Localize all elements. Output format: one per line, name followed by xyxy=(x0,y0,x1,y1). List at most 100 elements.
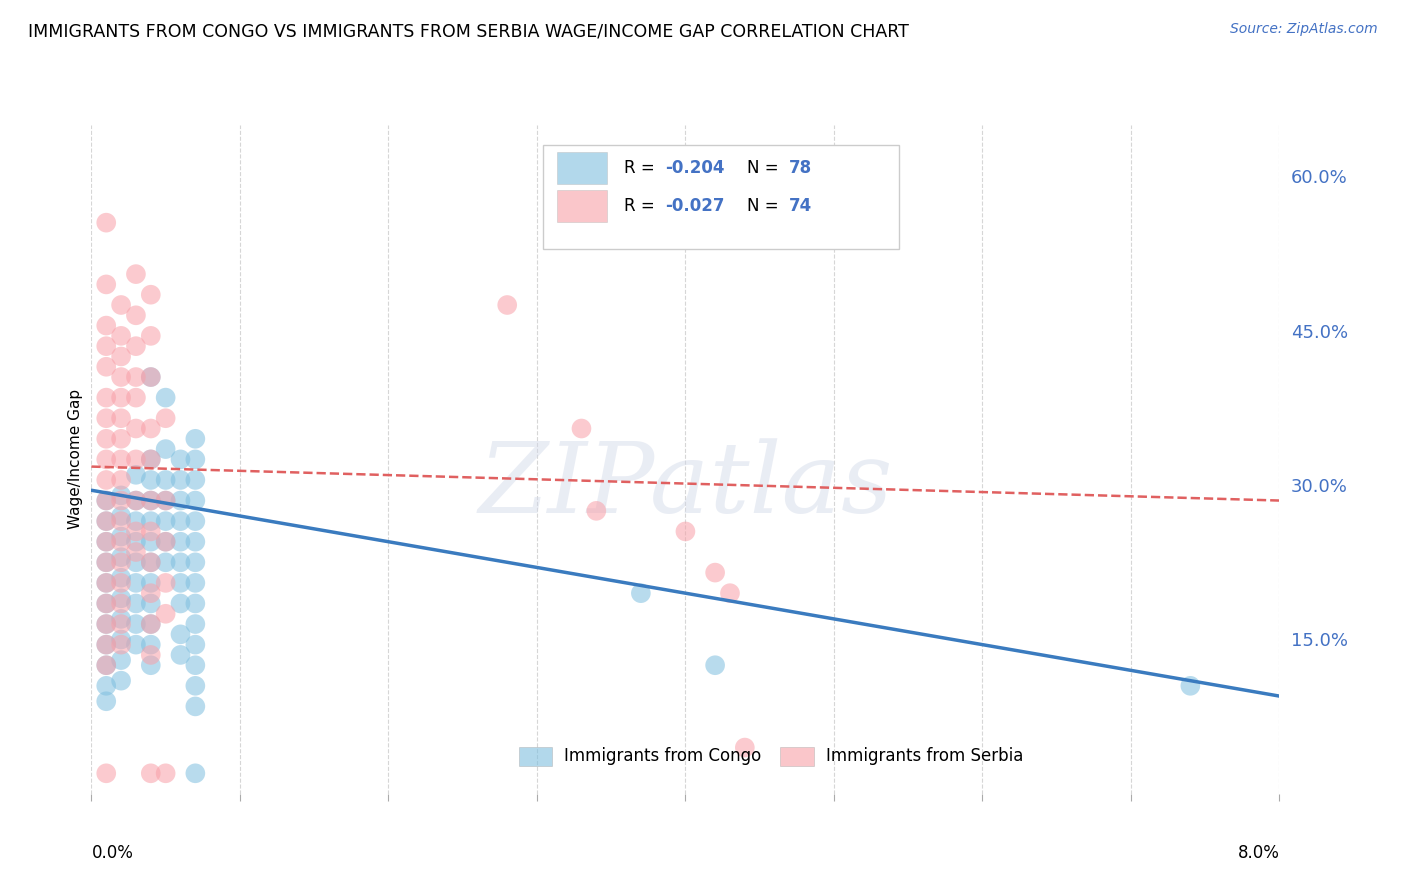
Point xyxy=(169,473,191,487)
Point xyxy=(139,493,162,508)
Point xyxy=(155,607,177,621)
Point xyxy=(630,586,652,600)
Point xyxy=(169,575,191,590)
Point xyxy=(110,555,132,569)
Point xyxy=(96,658,118,673)
Point xyxy=(139,648,162,662)
Point xyxy=(96,339,118,353)
Point xyxy=(125,575,148,590)
Point xyxy=(96,432,118,446)
Point xyxy=(96,493,118,508)
FancyBboxPatch shape xyxy=(780,747,814,765)
Point xyxy=(125,493,148,508)
Point xyxy=(184,452,207,467)
Point xyxy=(110,391,132,405)
Point xyxy=(125,534,148,549)
Point xyxy=(110,508,132,523)
Point xyxy=(139,329,162,343)
Point xyxy=(734,740,756,755)
Point xyxy=(155,534,177,549)
Point xyxy=(110,617,132,632)
Point xyxy=(110,534,132,549)
Point xyxy=(169,597,191,611)
Point xyxy=(110,571,132,585)
Point xyxy=(110,597,132,611)
Point xyxy=(125,638,148,652)
FancyBboxPatch shape xyxy=(519,747,553,765)
Point xyxy=(169,514,191,528)
FancyBboxPatch shape xyxy=(557,152,607,184)
Point xyxy=(125,452,148,467)
Point xyxy=(155,534,177,549)
Point xyxy=(155,766,177,780)
Point xyxy=(585,504,607,518)
Point xyxy=(110,632,132,647)
Text: N =: N = xyxy=(747,197,785,216)
Point xyxy=(96,766,118,780)
Point xyxy=(96,679,118,693)
Point xyxy=(155,391,177,405)
Point xyxy=(110,612,132,626)
Point xyxy=(169,534,191,549)
Point xyxy=(110,653,132,667)
Point xyxy=(110,370,132,384)
Point xyxy=(155,473,177,487)
Point xyxy=(110,591,132,606)
Point xyxy=(155,555,177,569)
Point xyxy=(184,555,207,569)
Point xyxy=(139,597,162,611)
Point xyxy=(184,493,207,508)
Point xyxy=(139,617,162,632)
Point xyxy=(704,658,727,673)
Point xyxy=(125,514,148,528)
Point xyxy=(184,699,207,714)
Point xyxy=(155,493,177,508)
Point xyxy=(169,555,191,569)
Point xyxy=(110,298,132,312)
Point xyxy=(139,493,162,508)
Point xyxy=(125,493,148,508)
Point xyxy=(96,597,118,611)
Y-axis label: Wage/Income Gap: Wage/Income Gap xyxy=(67,389,83,530)
Point xyxy=(184,638,207,652)
Point xyxy=(110,550,132,565)
Point xyxy=(139,421,162,435)
Point xyxy=(155,411,177,425)
Text: R =: R = xyxy=(624,159,659,177)
Point xyxy=(96,216,118,230)
Point xyxy=(139,555,162,569)
Point xyxy=(96,617,118,632)
Point xyxy=(139,370,162,384)
Point xyxy=(96,318,118,333)
Point xyxy=(184,575,207,590)
Point xyxy=(139,555,162,569)
Point xyxy=(125,555,148,569)
Point xyxy=(169,627,191,641)
Point xyxy=(169,452,191,467)
Point xyxy=(139,287,162,301)
Point xyxy=(184,679,207,693)
Point xyxy=(139,534,162,549)
Point xyxy=(718,586,741,600)
Text: 74: 74 xyxy=(789,197,813,216)
Point xyxy=(125,421,148,435)
Point xyxy=(184,658,207,673)
Point xyxy=(496,298,519,312)
Text: IMMIGRANTS FROM CONGO VS IMMIGRANTS FROM SERBIA WAGE/INCOME GAP CORRELATION CHAR: IMMIGRANTS FROM CONGO VS IMMIGRANTS FROM… xyxy=(28,22,910,40)
Point xyxy=(110,530,132,544)
Point xyxy=(184,432,207,446)
Point xyxy=(96,555,118,569)
Point xyxy=(125,545,148,559)
Point xyxy=(125,391,148,405)
Point xyxy=(139,766,162,780)
Point xyxy=(184,514,207,528)
Point xyxy=(125,524,148,539)
Point xyxy=(184,473,207,487)
FancyBboxPatch shape xyxy=(557,190,607,222)
Text: 8.0%: 8.0% xyxy=(1237,844,1279,862)
Point xyxy=(96,411,118,425)
Point xyxy=(184,597,207,611)
Point xyxy=(1180,679,1202,693)
Point xyxy=(96,597,118,611)
Point xyxy=(96,277,118,292)
